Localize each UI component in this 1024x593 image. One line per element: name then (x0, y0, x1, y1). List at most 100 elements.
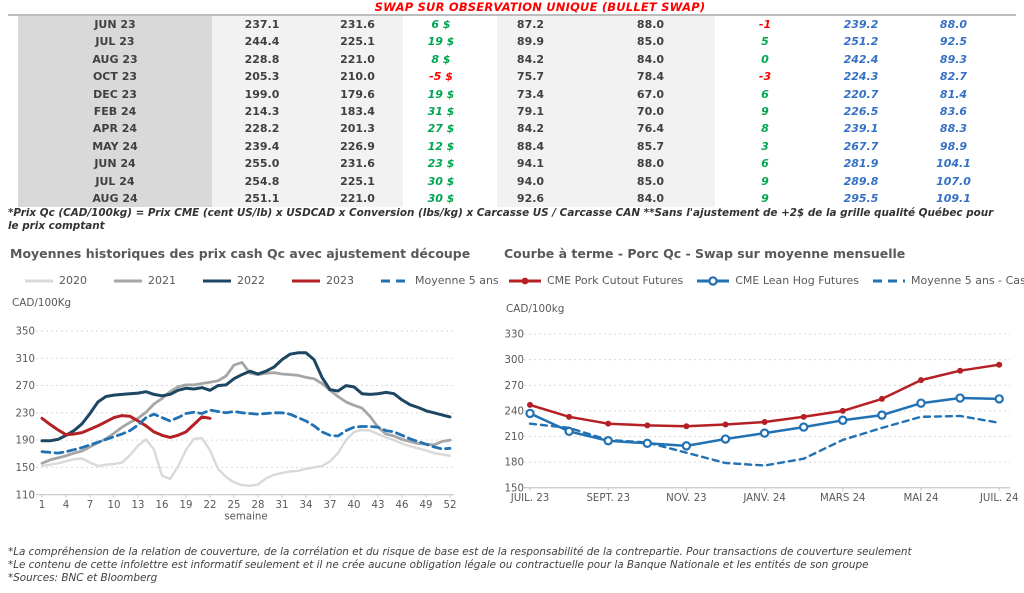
legend-swatch-icon (292, 279, 320, 282)
value-cell: 78.4 (586, 68, 715, 86)
left-chart-y-unit: CAD/100Kg (12, 297, 72, 309)
value-cell: 6 (761, 157, 769, 171)
value-cell: 239.2 (843, 18, 879, 31)
value-cell: 205.3 (212, 68, 312, 86)
value-cell: 251.1 (212, 189, 312, 208)
series-line-2022 (40, 351, 452, 443)
series-line-2021 (40, 361, 452, 465)
x-axis-title: semaine (224, 512, 267, 523)
legend-swatch-icon (114, 279, 142, 282)
marker-open (838, 415, 848, 425)
month-cell: JUN 24 (18, 155, 212, 173)
value-cell: 88.0 (586, 155, 715, 173)
month-cell: DEC 23 (18, 85, 212, 103)
month-cell: OCT 23 (18, 68, 212, 86)
legend-label: Moyenne 5 ans (415, 274, 499, 287)
month-cell: JUN 23 (18, 16, 212, 34)
value-cell: 98.9 (939, 139, 968, 153)
legend-swatch-icon (203, 279, 231, 282)
x-tick-label: 10 (108, 500, 121, 511)
value-cell: 281.9 (843, 157, 879, 171)
value-cell: 6 (761, 87, 769, 101)
value-cell: 92.5 (939, 35, 968, 49)
legend-item: 2023 (291, 274, 354, 287)
value-cell: 85.0 (586, 172, 715, 190)
value-cell: 201.3 (312, 120, 403, 138)
value-cell: 239.4 (212, 137, 312, 156)
marker-filled (566, 413, 573, 420)
marker-open (955, 393, 965, 403)
x-tick-label: 13 (132, 500, 145, 511)
value-cell: 89.9 (497, 33, 586, 51)
marker-filled (644, 422, 651, 429)
marker-open (759, 428, 770, 438)
value-cell: 94.0 (497, 172, 586, 190)
legend-label: 2023 (326, 274, 354, 287)
marker-open (720, 434, 731, 444)
value-cell: -3 (758, 70, 772, 84)
value-cell: 199.0 (212, 85, 312, 103)
value-cell: 239.1 (843, 122, 879, 136)
legend-swatch-icon (697, 275, 730, 286)
value-cell: 3 (761, 139, 769, 153)
marker-open (877, 410, 887, 420)
value-cell: 12 $ (427, 139, 455, 153)
title-divider (8, 14, 1016, 16)
value-cell: 237.1 (212, 16, 312, 34)
y-tick-label: 310 (16, 354, 35, 365)
marker-filled (527, 401, 533, 408)
right-chart-legend: CME Pork Cutout Futures CME Lean Hog Futu… (508, 274, 1024, 287)
month-cell: MAY 24 (18, 137, 212, 156)
x-tick-label: 7 (87, 500, 93, 511)
value-cell: 255.0 (212, 155, 312, 173)
value-cell: 107.0 (936, 174, 971, 188)
marker-open (564, 426, 574, 437)
marker-open (916, 398, 926, 408)
value-cell: 84.0 (586, 189, 715, 208)
y-tick-label: 180 (505, 458, 524, 469)
value-cell: -5 $ (429, 70, 453, 84)
legend-label: 2021 (148, 274, 176, 287)
series-line-2023 (40, 414, 212, 439)
value-cell: 244.4 (212, 33, 312, 51)
value-cell: 85.0 (586, 33, 715, 51)
value-cell: 109.1 (936, 191, 971, 205)
value-cell: 254.8 (212, 172, 312, 190)
value-cell: 224.3 (843, 70, 879, 84)
x-tick-label: 43 (372, 500, 385, 511)
marker-open (994, 394, 1004, 404)
x-tick-label: JANV. 24 (742, 493, 786, 504)
marker-open (642, 438, 652, 449)
month-cell: AUG 24 (18, 189, 212, 208)
y-tick-label: 240 (505, 406, 524, 417)
legend-item: Moyenne 5 ans (380, 274, 499, 287)
x-tick-label: 52 (444, 500, 457, 511)
series-line-2020 (40, 428, 452, 487)
y-tick-label: 230 (16, 408, 35, 419)
x-tick-label: MARS 24 (820, 493, 866, 504)
x-tick-label: 46 (396, 500, 409, 511)
x-tick-label: 1 (39, 500, 45, 511)
legend-swatch-icon (25, 279, 53, 282)
x-tick-label: 16 (156, 500, 169, 511)
marker-filled (683, 423, 690, 430)
left-chart-legend: 2020 2021 2022 2023 Moyenne 5 ans (24, 274, 499, 287)
x-tick-label: JUIL. 23 (510, 493, 550, 504)
value-cell: 27 $ (427, 122, 455, 136)
value-cell: 83.6 (939, 104, 968, 118)
x-tick-label: JUIL. 24 (979, 493, 1019, 504)
value-cell: 214.3 (212, 102, 312, 121)
value-cell: 76.4 (586, 120, 715, 138)
value-cell: 231.6 (312, 16, 403, 34)
y-tick-label: 150 (505, 483, 524, 494)
value-cell: 226.5 (843, 104, 879, 118)
month-cell: FEB 24 (18, 102, 212, 121)
series-line-Moyenne 5 ans (40, 408, 452, 455)
value-cell: 221.0 (312, 50, 403, 69)
month-cell: AUG 23 (18, 50, 212, 69)
value-cell: 23 $ (427, 157, 455, 171)
marker-open (525, 408, 535, 419)
value-cell: 9 (761, 104, 769, 118)
forward-curve-chart: 150 180 210 240 270 300 330 JUIL. 23 SEPT. 23 NOV… (505, 330, 1019, 505)
value-cell: -1 (758, 18, 772, 31)
